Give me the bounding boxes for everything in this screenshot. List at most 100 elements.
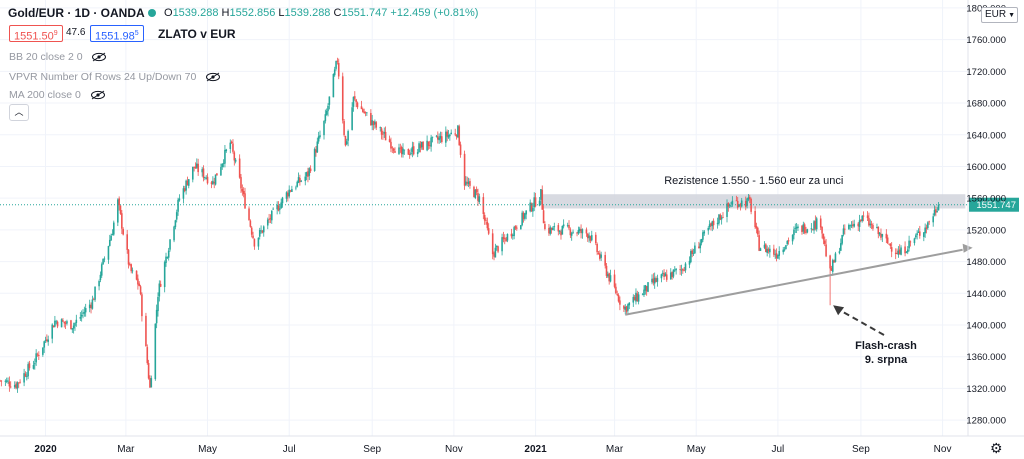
candle-body bbox=[457, 125, 459, 138]
chevron-up-icon: ︿ bbox=[14, 107, 24, 117]
candle-body bbox=[206, 176, 209, 184]
candle-body bbox=[636, 293, 639, 302]
eye-crossed-icon[interactable] bbox=[205, 72, 221, 82]
candle-body bbox=[52, 325, 55, 328]
candle-body bbox=[870, 223, 873, 225]
candle-body bbox=[300, 180, 303, 182]
candle-body bbox=[937, 204, 940, 211]
collapse-legend-button[interactable]: ︿ bbox=[9, 104, 29, 121]
candle-body bbox=[291, 189, 293, 192]
candle-body bbox=[679, 269, 681, 270]
candle-body bbox=[268, 218, 270, 220]
candle-body bbox=[858, 220, 861, 227]
candle-body bbox=[241, 188, 244, 192]
candle-body bbox=[336, 60, 339, 62]
candle-body bbox=[904, 246, 906, 254]
candle-body bbox=[927, 222, 929, 229]
candle-body bbox=[787, 240, 790, 242]
currency-label: EUR bbox=[985, 9, 1007, 20]
buy-price-button[interactable]: 1551.985 bbox=[90, 25, 144, 43]
candle-body bbox=[249, 220, 252, 227]
time-tick-label: Nov bbox=[445, 444, 463, 455]
indicator-vpvr[interactable]: VPVR Number Of Rows 24 Up/Down 70 bbox=[9, 71, 221, 83]
candle-body bbox=[905, 252, 908, 253]
gear-icon[interactable]: ⚙ bbox=[990, 440, 1003, 456]
time-axis[interactable]: 2020 Mar May Jul Sep Nov 2021 Mar May Jul Sep Nov bbox=[0, 435, 1024, 455]
candle-body bbox=[403, 149, 406, 151]
candle-body bbox=[823, 240, 826, 244]
candle-body bbox=[783, 249, 786, 251]
candle-body bbox=[390, 141, 392, 149]
candle-body bbox=[710, 223, 712, 226]
candle-body bbox=[202, 168, 205, 179]
eye-crossed-icon[interactable] bbox=[90, 90, 106, 100]
price-tick-label: 1680.000 bbox=[966, 99, 1006, 110]
eye-crossed-icon[interactable] bbox=[91, 52, 107, 62]
candle-body bbox=[586, 233, 589, 239]
candle-body bbox=[562, 224, 565, 227]
candle-body bbox=[315, 149, 317, 153]
currency-select[interactable]: EUR ▼ bbox=[981, 7, 1018, 23]
candle-body bbox=[38, 355, 40, 356]
candle-body bbox=[145, 315, 147, 347]
candle-body bbox=[159, 283, 162, 287]
candle-body bbox=[90, 304, 92, 308]
candle-body bbox=[627, 304, 629, 311]
candle-body bbox=[169, 239, 171, 250]
candle-body bbox=[183, 188, 186, 192]
candle-body bbox=[4, 380, 7, 382]
candle-body bbox=[288, 189, 290, 197]
candle-body bbox=[178, 198, 181, 201]
candle-body bbox=[224, 149, 226, 164]
candle-body bbox=[917, 231, 920, 233]
high-value: 1552.856 bbox=[229, 7, 276, 19]
candle-body bbox=[692, 253, 695, 255]
candle-body bbox=[834, 253, 837, 262]
candle-body bbox=[8, 381, 11, 387]
price-axis[interactable]: 1280.000 1320.000 1360.000 1400.000 1440.000… bbox=[966, 0, 1006, 436]
candle-body bbox=[24, 373, 27, 377]
candle-body bbox=[872, 225, 874, 229]
candle-body bbox=[221, 163, 224, 168]
candle-body bbox=[623, 305, 625, 309]
candle-body bbox=[478, 196, 481, 203]
candle-body bbox=[616, 294, 619, 296]
candle-body bbox=[660, 274, 663, 279]
candle-body bbox=[408, 154, 411, 155]
indicator-bb[interactable]: BB 20 close 2 0 bbox=[9, 51, 107, 63]
candle-body bbox=[94, 286, 96, 300]
candle-body bbox=[469, 181, 471, 186]
candle-body bbox=[655, 278, 657, 282]
candle-body bbox=[458, 126, 461, 146]
candle-body bbox=[400, 147, 403, 155]
candle-body bbox=[726, 203, 728, 217]
candle-body bbox=[683, 270, 685, 272]
candle-body bbox=[754, 210, 756, 228]
symbol-title[interactable]: Gold/EUR · 1D · OANDA bbox=[8, 6, 145, 20]
candle-body bbox=[388, 139, 391, 143]
resistance-zone-label: Rezistence 1.550 - 1.560 eur za unci bbox=[664, 175, 843, 187]
candle-body bbox=[815, 218, 818, 230]
candle-body bbox=[71, 328, 74, 330]
candle-body bbox=[84, 308, 87, 313]
candle-body bbox=[55, 321, 58, 323]
candle-body bbox=[924, 227, 926, 234]
candle-body bbox=[182, 188, 185, 199]
flash-crash-label: Flash-crash bbox=[855, 340, 917, 352]
indicator-ma[interactable]: MA 200 close 0 bbox=[9, 89, 106, 101]
candle-body bbox=[19, 381, 21, 383]
candle-body bbox=[494, 247, 497, 258]
candle-body bbox=[74, 323, 76, 326]
candle-body bbox=[54, 320, 56, 327]
sell-price-button[interactable]: 1551.509 bbox=[9, 25, 63, 43]
candle-body bbox=[177, 199, 179, 212]
candle-body bbox=[258, 230, 261, 237]
candle-body bbox=[540, 189, 542, 200]
candle-body bbox=[150, 378, 153, 388]
candle-body bbox=[797, 226, 799, 229]
indicator-label: MA 200 close 0 bbox=[9, 89, 81, 101]
candle-body bbox=[774, 254, 777, 256]
candle-body bbox=[739, 204, 742, 206]
